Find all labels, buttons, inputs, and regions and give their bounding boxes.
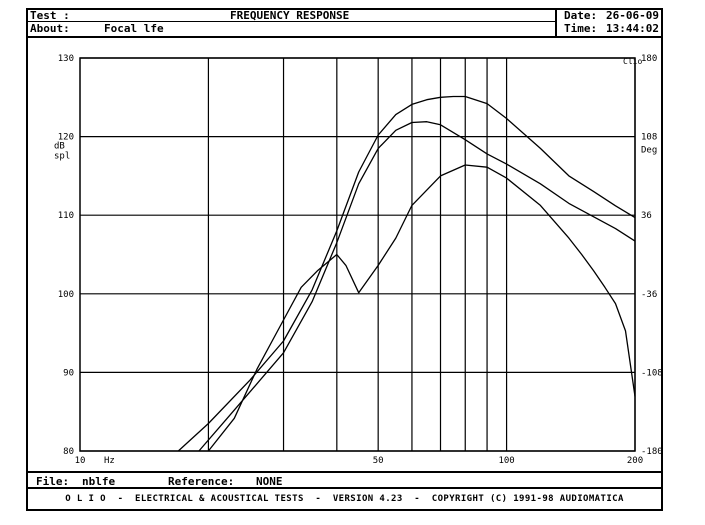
- y2-tick-label: -36: [641, 290, 657, 300]
- y2-tick-label: 36: [641, 211, 652, 221]
- series-line: [207, 164, 636, 452]
- about-value: Focal lfe: [104, 22, 164, 35]
- y2-axis-label: Deg: [641, 146, 657, 156]
- series-line: [198, 121, 636, 452]
- plot-frame: [79, 57, 636, 452]
- date-label: Date:: [564, 9, 598, 22]
- frequency-response-chart: 130 120 110 100 90 80 180 108 36 -36 -108 -180 10 50 1…: [26, 38, 663, 470]
- file-bar: File: nblfe Reference: NONE: [26, 471, 663, 489]
- report-header: Test : FREQUENCY RESPONSE About: Focal l…: [26, 8, 663, 38]
- x-tick-label: 200: [627, 456, 643, 466]
- footer-banner: O L I O - ELECTRICAL & ACOUSTICAL TESTS …: [65, 494, 624, 504]
- time-value: 13:44:02: [606, 22, 659, 35]
- header-row-divider: [26, 21, 555, 22]
- about-label: About:: [30, 22, 70, 35]
- x-tick-label: 50: [373, 456, 384, 466]
- y-axis-label: spl: [54, 152, 70, 162]
- x-tick-label: 100: [498, 456, 514, 466]
- y2-tick-label: -108: [641, 368, 663, 378]
- x-tick-label: 10: [75, 456, 86, 466]
- time-label: Time:: [564, 22, 598, 35]
- date-value: 26-06-09: [606, 9, 659, 22]
- y-tick-label: 90: [63, 368, 74, 378]
- file-value: nblfe: [82, 475, 116, 488]
- reference-label: Reference:: [168, 475, 235, 488]
- file-label: File:: [36, 475, 70, 488]
- y-tick-label: 130: [58, 54, 74, 64]
- page-title: FREQUENCY RESPONSE: [230, 9, 350, 22]
- chart-svg: 130 120 110 100 90 80 180 108 36 -36 -108 -180 10 50 1…: [54, 54, 663, 466]
- y-tick-label: 80: [63, 447, 74, 457]
- series-line: [177, 95, 636, 452]
- y2-tick-label: 108: [641, 133, 657, 143]
- reference-value: NONE: [256, 475, 283, 488]
- header-divider: [555, 8, 557, 36]
- y-tick-label: 110: [58, 211, 74, 221]
- y-axis-label: dB: [54, 141, 65, 151]
- test-label: Test :: [30, 9, 70, 22]
- y-tick-label: 120: [58, 133, 74, 143]
- x-axis-unit: Hz: [104, 456, 115, 466]
- instrument-frame: [26, 8, 663, 511]
- y-tick-label: 100: [58, 290, 74, 300]
- y2-tick-label: 180: [641, 54, 657, 64]
- y2-tick-label: -180: [641, 447, 663, 457]
- y2-top-label: Clio: [623, 57, 642, 66]
